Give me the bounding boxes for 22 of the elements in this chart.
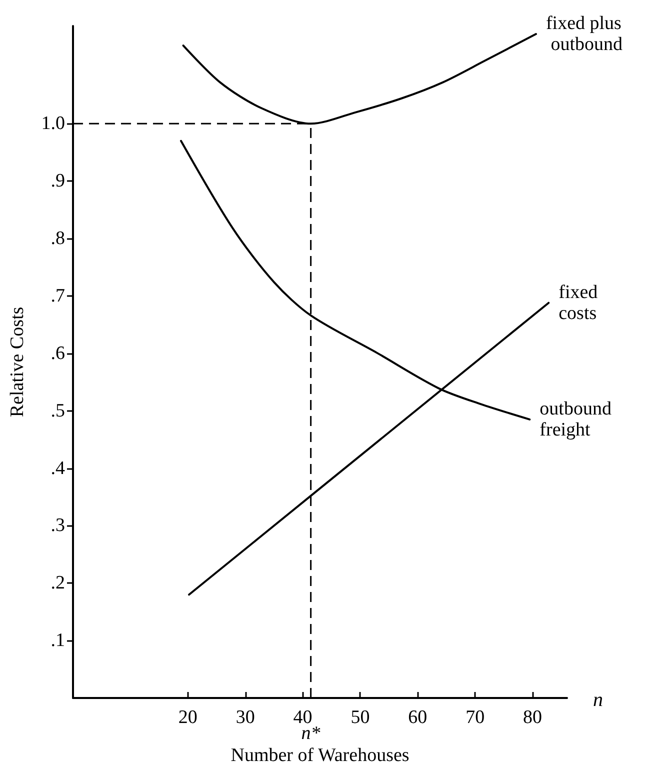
x-tick-label: 50 xyxy=(350,707,370,728)
y-tick-label: .6 xyxy=(50,342,65,364)
y-tick-label: 1.0 xyxy=(41,113,65,134)
y-tick-label: .8 xyxy=(50,228,65,250)
y-tick-label: .1 xyxy=(50,630,65,652)
y-tick-label: .4 xyxy=(50,458,66,479)
text: n xyxy=(593,689,603,711)
series-label: outbound freight xyxy=(540,398,616,440)
x-tick-label: 80 xyxy=(523,707,542,728)
x-tick-label: 20 xyxy=(178,707,198,728)
x-tick-label: 30 xyxy=(236,707,255,728)
y-axis-title: Relative Costs xyxy=(7,306,28,418)
y-tick-label: .7 xyxy=(50,285,65,306)
y-tick-label: .9 xyxy=(50,170,65,192)
y-tick-label: .2 xyxy=(50,572,65,594)
x-tick-label: 60 xyxy=(408,707,428,728)
series-label: fixed plus outbound xyxy=(546,13,624,56)
x-axis-title: Number of Warehouses xyxy=(230,745,410,766)
series-label: fixed costs xyxy=(558,282,602,324)
y-tick-label: .5 xyxy=(50,400,65,422)
y-tick-label: .3 xyxy=(50,515,65,536)
x-tick-label: 70 xyxy=(466,707,485,728)
